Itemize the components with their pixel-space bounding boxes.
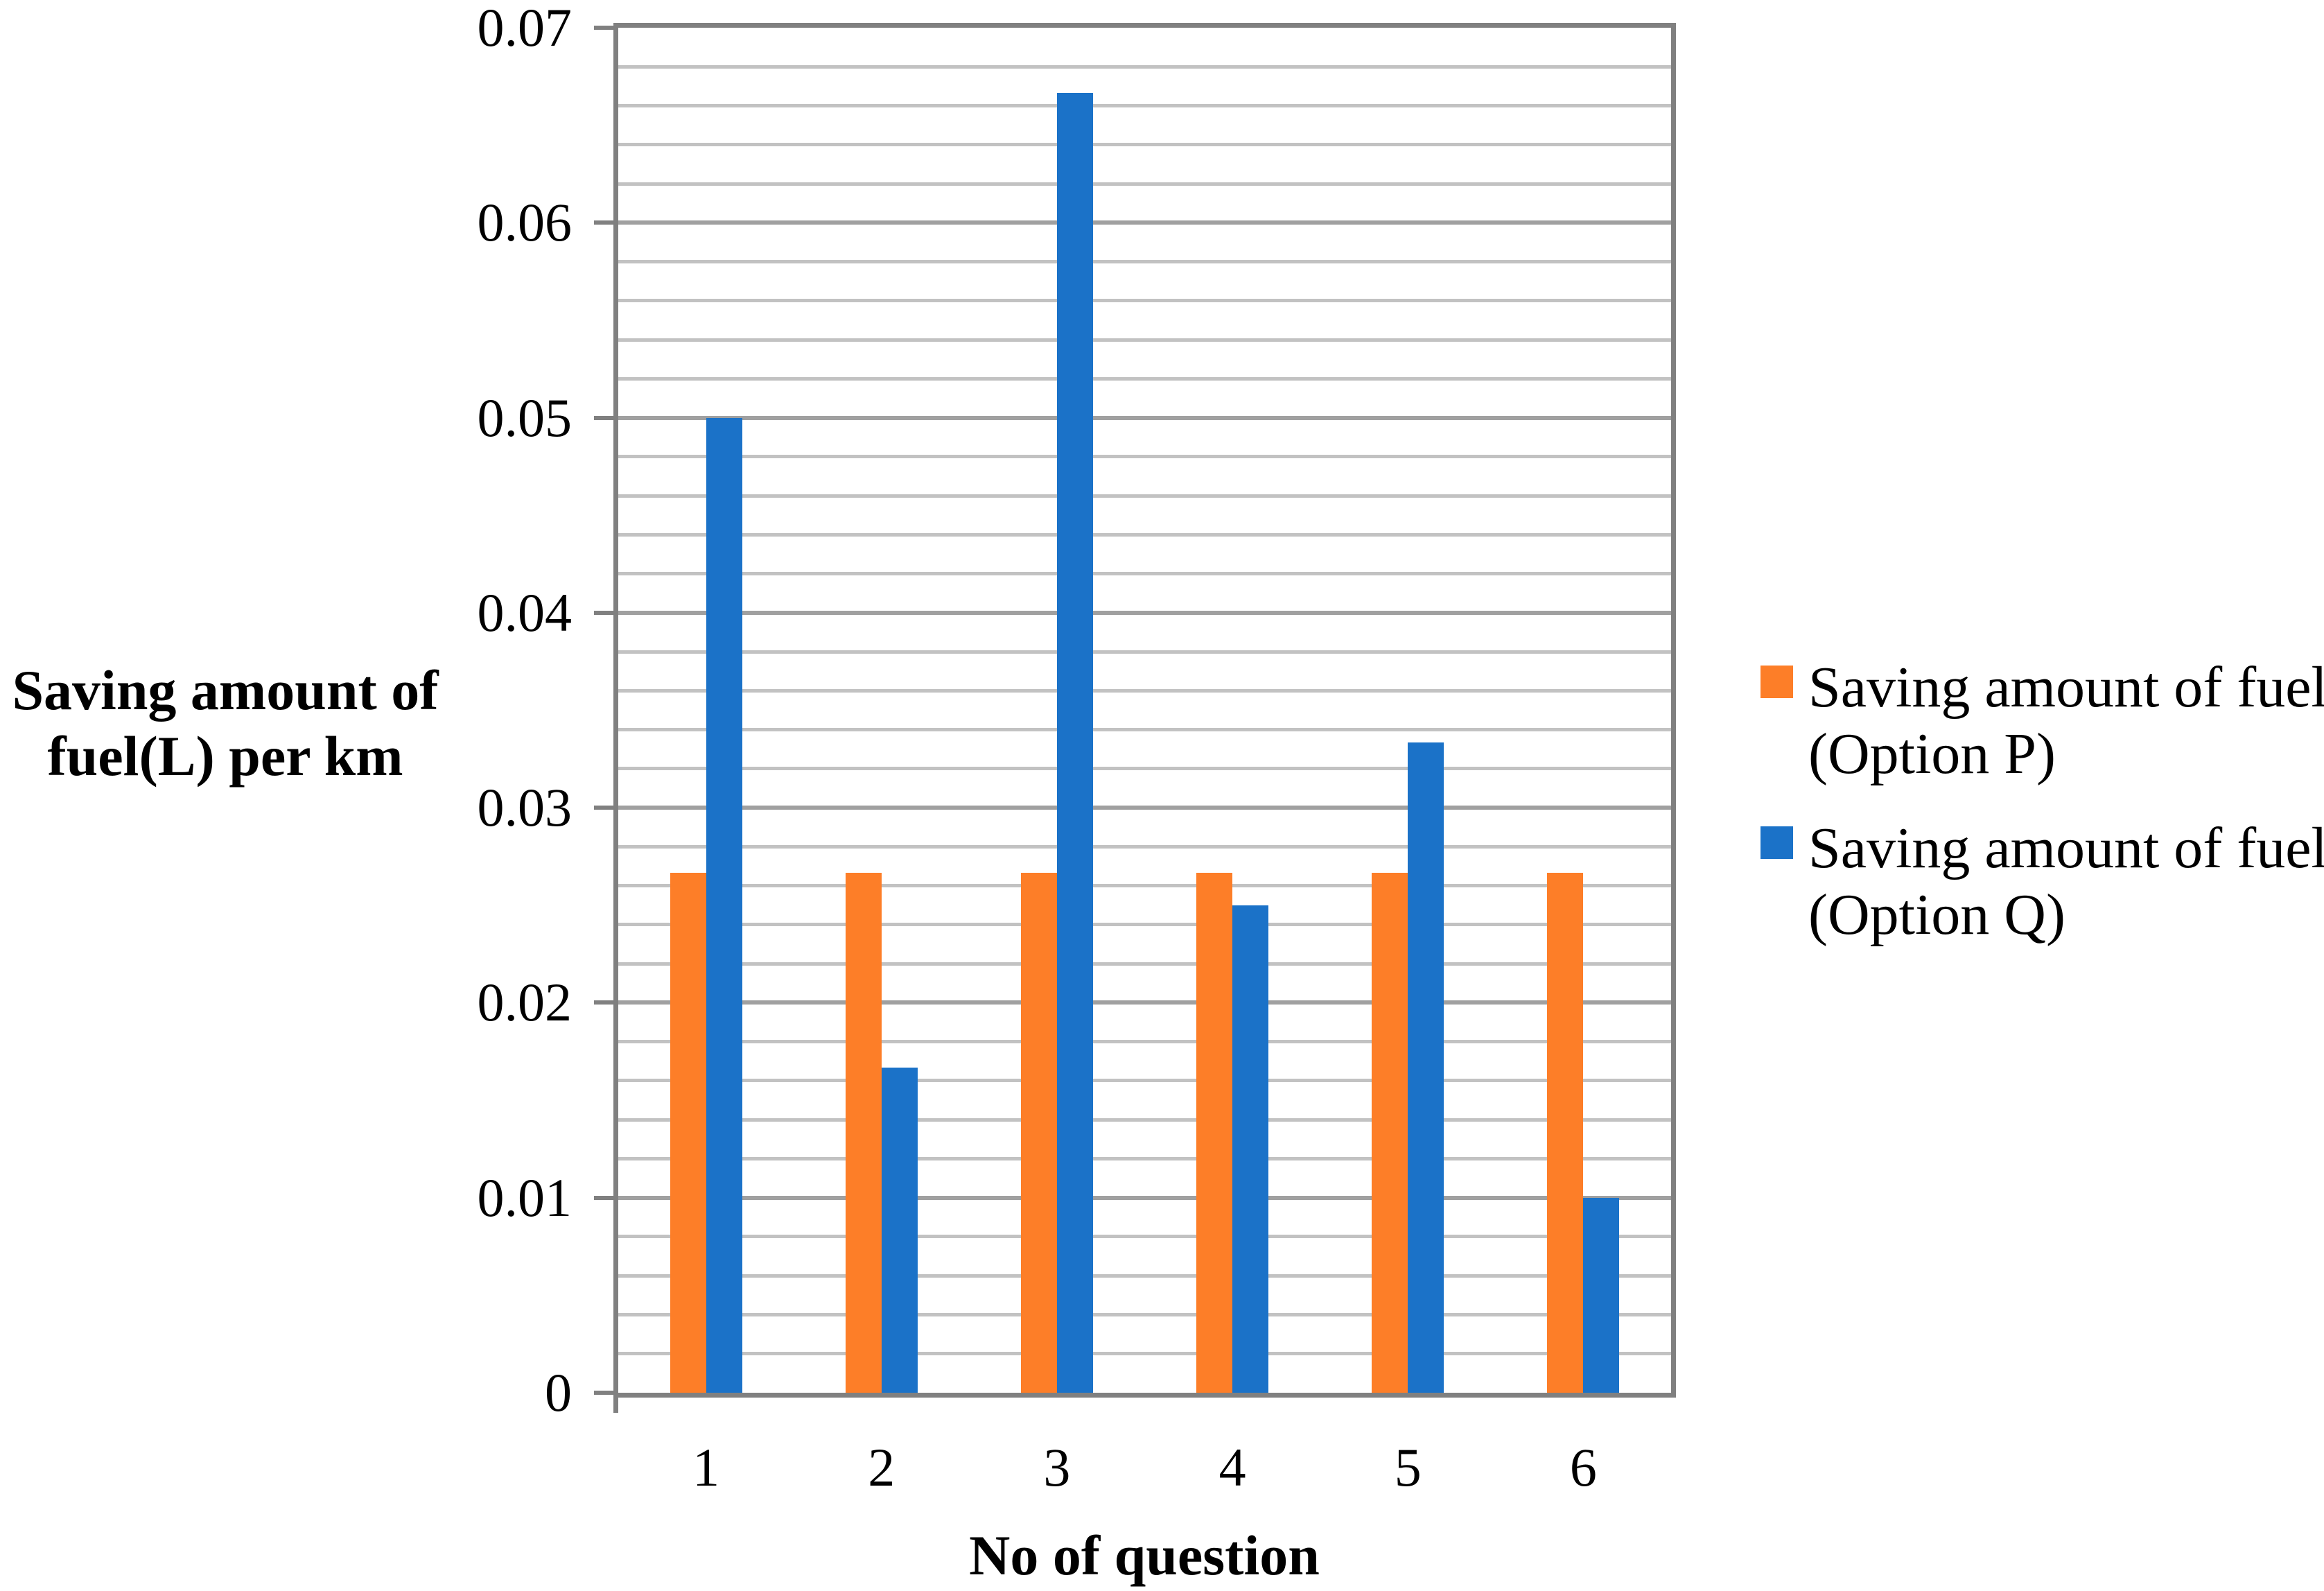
bar-option-p bbox=[1196, 872, 1233, 1393]
y-tick-label: 0.06 bbox=[477, 192, 573, 253]
minor-gridline bbox=[618, 338, 1671, 342]
minor-gridline bbox=[618, 494, 1671, 498]
minor-gridline bbox=[618, 767, 1671, 771]
minor-gridline bbox=[618, 64, 1671, 69]
bar-option-p bbox=[1372, 872, 1408, 1393]
y-tick-mark bbox=[594, 1391, 613, 1395]
bar-option-q bbox=[1056, 92, 1093, 1393]
minor-gridline bbox=[618, 182, 1671, 186]
bar-option-p bbox=[1547, 872, 1584, 1393]
x-category-label: 1 bbox=[692, 1437, 720, 1497]
y-tick-label: 0 bbox=[545, 1362, 572, 1423]
y-tick-mark bbox=[594, 1195, 613, 1200]
minor-gridline bbox=[618, 1118, 1671, 1122]
y-axis-title: Saving amount of fuel(L) per km bbox=[0, 657, 451, 789]
x-category-label: 3 bbox=[1043, 1437, 1071, 1497]
y-tick-mark bbox=[594, 26, 613, 30]
minor-gridline bbox=[618, 260, 1671, 264]
minor-gridline bbox=[618, 650, 1671, 654]
minor-gridline bbox=[618, 1352, 1671, 1356]
x-category-label: 5 bbox=[1394, 1437, 1422, 1497]
major-gridline bbox=[618, 806, 1671, 810]
y-tick-label: 0.04 bbox=[477, 582, 573, 643]
y-axis-title-line2: fuel(L) per km bbox=[47, 724, 403, 788]
minor-gridline bbox=[618, 1235, 1671, 1239]
minor-gridline bbox=[618, 143, 1671, 147]
minor-gridline bbox=[618, 1273, 1671, 1278]
major-gridline bbox=[618, 1195, 1671, 1200]
major-gridline bbox=[618, 1000, 1671, 1005]
minor-gridline bbox=[618, 376, 1671, 381]
y-tick-label: 0.05 bbox=[477, 387, 573, 448]
minor-gridline bbox=[618, 532, 1671, 537]
minor-gridline bbox=[618, 688, 1671, 693]
legend-swatch bbox=[1761, 666, 1793, 698]
y-tick-label: 0.02 bbox=[477, 972, 573, 1033]
major-gridline bbox=[618, 415, 1671, 420]
legend-label: Saving amount of fuel (Option P) bbox=[1808, 654, 2324, 788]
major-gridline bbox=[618, 610, 1671, 615]
minor-gridline bbox=[618, 1040, 1671, 1044]
y-tick-label: 0.03 bbox=[477, 777, 573, 838]
minor-gridline bbox=[618, 455, 1671, 459]
x-axis-title: No of question bbox=[969, 1524, 1320, 1587]
legend-item: Saving amount of fuel (Option Q) bbox=[1761, 815, 2324, 948]
bar-option-q bbox=[1408, 742, 1444, 1393]
plot-area bbox=[613, 23, 1676, 1398]
bar-option-q bbox=[881, 1068, 918, 1393]
y-tick-mark bbox=[594, 610, 613, 615]
minor-gridline bbox=[618, 1312, 1671, 1316]
legend: Saving amount of fuel (Option P) Saving am… bbox=[1761, 654, 2324, 976]
legend-swatch bbox=[1761, 826, 1793, 859]
y-axis-title-line1: Saving amount of bbox=[12, 659, 439, 722]
y-tick-mark bbox=[594, 220, 613, 225]
x-category-label: 2 bbox=[868, 1437, 895, 1497]
x-axis-origin-tick bbox=[613, 1398, 618, 1413]
legend-label-line: (Option Q) bbox=[1808, 883, 2065, 947]
bar-option-p bbox=[845, 872, 882, 1393]
bar-option-q bbox=[1583, 1197, 1620, 1393]
x-category-label: 6 bbox=[1569, 1437, 1597, 1497]
minor-gridline bbox=[618, 962, 1671, 966]
major-gridline bbox=[618, 220, 1671, 225]
y-tick-mark bbox=[594, 1000, 613, 1005]
legend-item: Saving amount of fuel (Option P) bbox=[1761, 654, 2324, 788]
y-tick-label: 0.01 bbox=[477, 1167, 573, 1228]
minor-gridline bbox=[618, 884, 1671, 888]
y-tick-mark bbox=[594, 415, 613, 420]
minor-gridline bbox=[618, 104, 1671, 107]
minor-gridline bbox=[618, 572, 1671, 576]
bar-option-q bbox=[1232, 905, 1269, 1393]
legend-label: Saving amount of fuel (Option Q) bbox=[1808, 815, 2324, 948]
minor-gridline bbox=[618, 728, 1671, 732]
minor-gridline bbox=[618, 1079, 1671, 1083]
x-category-label: 4 bbox=[1218, 1437, 1246, 1497]
minor-gridline bbox=[618, 844, 1671, 849]
minor-gridline bbox=[618, 299, 1671, 303]
y-tick-mark bbox=[594, 806, 613, 810]
minor-gridline bbox=[618, 1156, 1671, 1160]
bar-option-p bbox=[670, 872, 706, 1393]
legend-label-line: (Option P) bbox=[1808, 722, 2056, 786]
bar-option-p bbox=[1020, 872, 1057, 1393]
legend-label-line: Saving amount of fuel bbox=[1808, 816, 2324, 880]
y-tick-label: 0.07 bbox=[477, 0, 573, 58]
legend-label-line: Saving amount of fuel bbox=[1808, 655, 2324, 720]
minor-gridline bbox=[618, 923, 1671, 927]
bar-option-q bbox=[706, 417, 742, 1393]
